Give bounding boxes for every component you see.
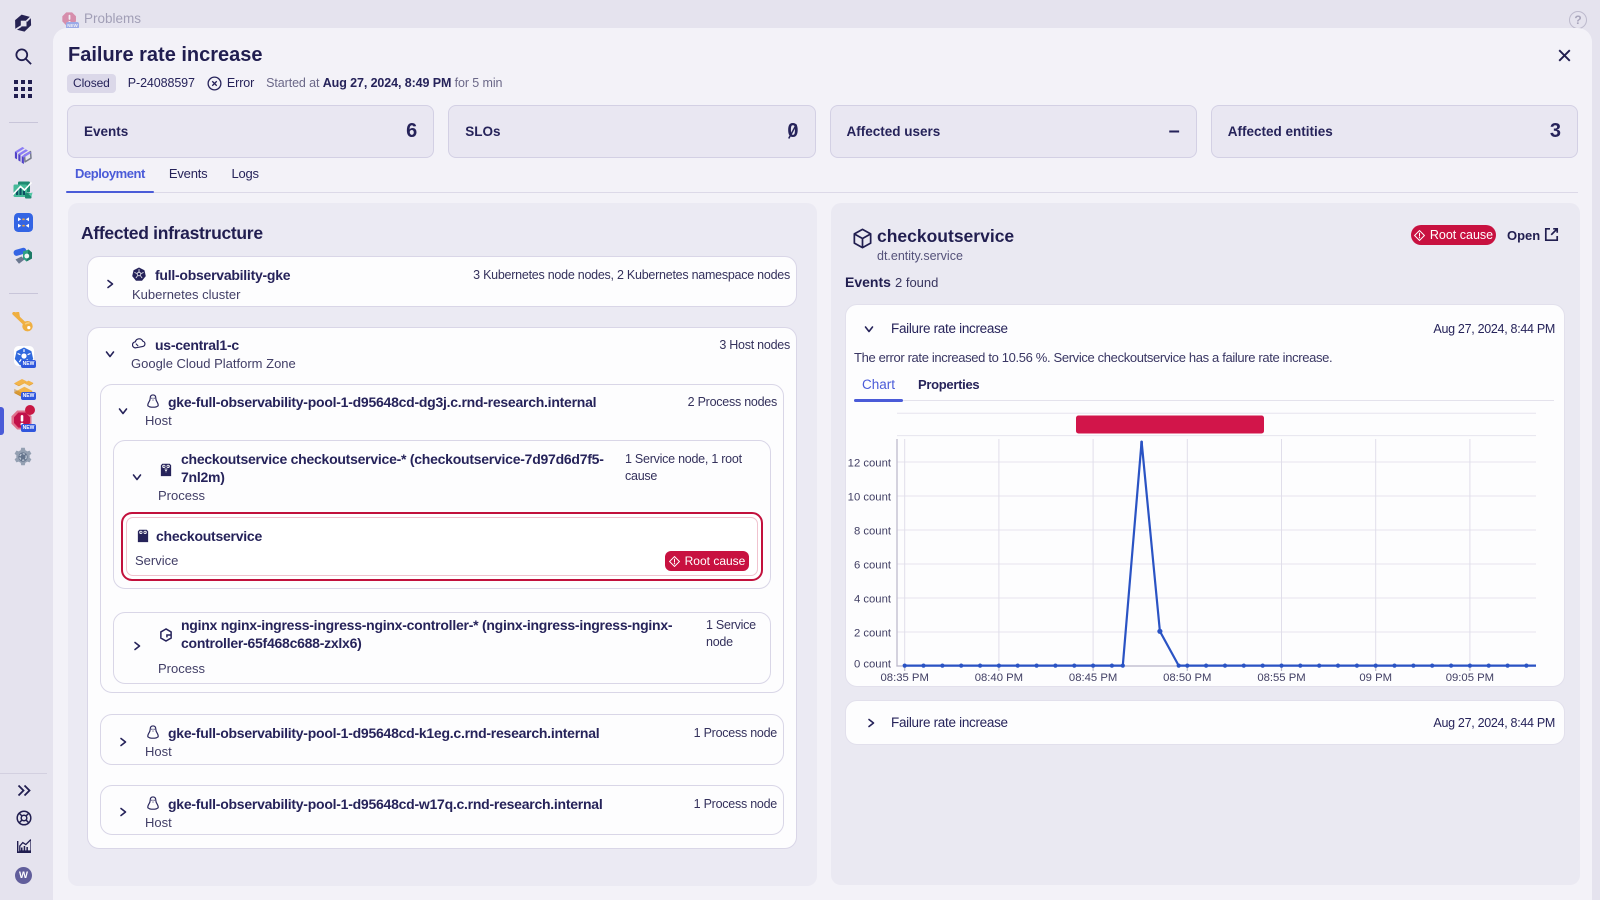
svg-text:6 count: 6 count <box>854 560 892 572</box>
svg-text:09:05 PM: 09:05 PM <box>1446 672 1494 684</box>
svg-text:4 count: 4 count <box>854 594 892 606</box>
svg-text:10 count: 10 count <box>848 492 892 504</box>
svg-text:08:40 PM: 08:40 PM <box>975 672 1023 684</box>
svg-text:08:35 PM: 08:35 PM <box>881 672 929 684</box>
svg-text:09 PM: 09 PM <box>1359 672 1392 684</box>
svg-text:08:45 PM: 08:45 PM <box>1069 672 1117 684</box>
svg-text:2 count: 2 count <box>854 628 892 640</box>
svg-text:0 count: 0 count <box>854 659 892 671</box>
svg-text:8 count: 8 count <box>854 526 892 538</box>
svg-text:08:50 PM: 08:50 PM <box>1163 672 1211 684</box>
svg-text:08:55 PM: 08:55 PM <box>1257 672 1305 684</box>
svg-text:12 count: 12 count <box>848 458 892 470</box>
